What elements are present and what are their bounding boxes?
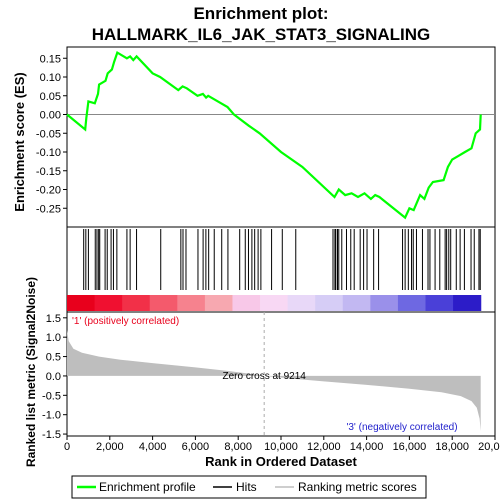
es-panel: 0.15 0.10 0.05 0.00 -0.05 -0.10 -0.15 -0.20 -0.2… [12, 46, 496, 228]
x-tick-label: 10,000 [264, 441, 298, 453]
zero-cross-label: Zero cross at 9214 [222, 371, 306, 382]
colorbar-segment [67, 295, 96, 311]
metric-y-tick-label: -1.0 [42, 410, 61, 422]
legend: Enrichment profile Hits Ranking metric s… [71, 475, 427, 499]
colorbar-segment [177, 295, 206, 311]
colorbar-segment [232, 295, 261, 311]
ranking-colorbar [67, 295, 482, 311]
metric-y-axis-label: Ranked list metric (Signal2Noise) [24, 277, 38, 467]
es-y-tick-label: -0.20 [36, 185, 61, 197]
x-tick-label: 4,000 [139, 441, 167, 453]
colorbar-segment [204, 295, 234, 311]
x-tick-label: 2,000 [96, 441, 124, 453]
colorbar-segment [315, 295, 344, 311]
x-tick-label: 16,000 [393, 441, 427, 453]
x-tick-label: 6,000 [182, 441, 210, 453]
colorbar-segment [122, 295, 151, 311]
colorbar-segment [342, 295, 371, 311]
metric-panel: 1.5 1.0 0.5 0.0 -0.5 -1.0 -1.5 Zero cross at 9… [24, 277, 496, 467]
es-y-tick-label: -0.10 [36, 147, 61, 159]
colorbar-segment [260, 295, 289, 311]
metric-y-tick-label: 0.0 [46, 371, 61, 383]
hits-panel [66, 226, 496, 313]
chart-title-line2: HALLMARK_IL6_JAK_STAT3_SIGNALING [92, 25, 430, 44]
x-axis-ticks: 0 2,000 4,000 6,000 8,000 10,000 12,000 14,000 1… [64, 436, 500, 453]
x-tick-label: 18,000 [435, 441, 469, 453]
hit-marks [83, 229, 481, 290]
x-tick-label: 0 [64, 441, 70, 453]
es-panel-frame [66, 46, 496, 228]
colorbar-segment [370, 295, 399, 311]
legend-box [71, 475, 427, 499]
colorbar-segment [453, 295, 482, 311]
colorbar-segment [397, 295, 427, 311]
es-y-tick-label: 0.00 [40, 110, 61, 122]
es-y-axis-label: Enrichment score (ES) [12, 72, 27, 211]
colorbar-segment [287, 295, 316, 311]
x-tick-label: 12,000 [307, 441, 341, 453]
legend-label-enrichment: Enrichment profile [99, 480, 196, 494]
legend-label-metric: Ranking metric scores [298, 480, 417, 494]
es-y-tick-label: 0.05 [40, 91, 61, 103]
es-y-tick-label: 0.15 [40, 53, 61, 65]
ranking-metric-area [67, 330, 481, 431]
colorbar-segment [149, 295, 178, 311]
metric-y-tick-label: 1.5 [46, 313, 61, 325]
metric-y-ticks: 1.5 1.0 0.5 0.0 -0.5 -1.0 -1.5 [42, 313, 67, 441]
legend-label-hits: Hits [236, 480, 257, 494]
es-y-ticks: 0.15 0.10 0.05 0.00 -0.05 -0.10 -0.15 -0.20 -0.2… [36, 53, 67, 215]
es-y-tick-label: -0.15 [36, 166, 61, 178]
enrichment-profile-line [66, 50, 482, 220]
positive-correlation-label: '1' (positively correlated) [72, 316, 179, 327]
es-y-tick-label: -0.05 [36, 128, 61, 140]
metric-y-tick-label: 0.5 [46, 352, 61, 364]
x-tick-label: 20,000 [478, 441, 500, 453]
colorbar-segment [425, 295, 454, 311]
x-tick-label: 8,000 [224, 441, 252, 453]
metric-y-tick-label: 1.0 [46, 332, 61, 344]
x-axis-label: Rank in Ordered Dataset [205, 454, 357, 469]
chart-title-line1: Enrichment plot: [193, 4, 328, 23]
es-y-tick-label: -0.25 [36, 203, 61, 215]
negative-correlation-label: '3' (negatively correlated) [346, 422, 457, 433]
colorbar-segment [94, 295, 123, 311]
x-tick-label: 14,000 [350, 441, 384, 453]
es-y-tick-label: 0.10 [40, 72, 61, 84]
metric-y-tick-label: -1.5 [42, 429, 61, 441]
metric-y-tick-label: -0.5 [42, 390, 61, 402]
